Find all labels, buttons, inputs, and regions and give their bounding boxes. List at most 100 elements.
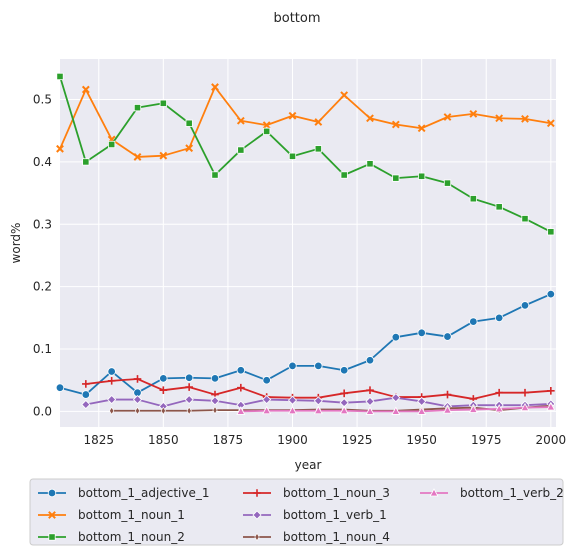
data-point [56, 72, 64, 81]
data-point [365, 396, 375, 406]
data-point [262, 394, 272, 405]
data-point [186, 406, 192, 415]
data-point [132, 394, 143, 405]
data-point [469, 195, 477, 203]
legend-frame [29, 478, 564, 546]
data-point [109, 406, 115, 415]
series-layer [55, 72, 556, 415]
data-point [55, 383, 65, 392]
data-point [211, 83, 219, 91]
data-point [392, 174, 400, 182]
series-bottom_1_adjective_1 [55, 289, 556, 399]
data-point [417, 406, 427, 415]
data-point [81, 399, 91, 410]
data-point [521, 114, 529, 123]
data-point [288, 111, 297, 120]
x-tick-label: 1925 [342, 433, 373, 447]
legend-label: bottom_1_noun_4 [283, 530, 390, 544]
data-point [443, 332, 452, 341]
y-tick-label: 0.1 [33, 342, 52, 356]
data-point [287, 395, 298, 405]
legend-label: bottom_1_noun_1 [78, 508, 185, 522]
legend-marker [429, 488, 439, 497]
y-tick-label: 0.5 [33, 93, 52, 107]
data-point [107, 394, 117, 405]
series-line [59, 293, 552, 396]
data-point [236, 406, 246, 415]
legend-marker [48, 511, 56, 519]
data-point [210, 396, 220, 406]
legend-label: bottom_1_verb_2 [460, 486, 564, 500]
data-point [418, 172, 426, 180]
data-point [495, 203, 503, 211]
data-point [211, 171, 219, 179]
data-point [314, 118, 323, 126]
data-point [546, 119, 555, 128]
data-point [210, 374, 220, 383]
x-tick-label: 1875 [213, 433, 244, 447]
data-point [263, 127, 271, 135]
legend-item: bottom_1_noun_4 [243, 530, 390, 544]
data-point [417, 124, 426, 133]
series-line [111, 404, 551, 412]
data-point [314, 145, 322, 153]
data-point [236, 116, 245, 125]
data-point [521, 388, 529, 397]
data-point [133, 104, 142, 112]
x-ticks: 1825 1850 1875 1900 1925 1950 1975 2000 [83, 433, 566, 447]
data-point [547, 387, 555, 395]
legend-item: bottom_1_adjective_1 [38, 486, 209, 500]
data-point [468, 404, 478, 413]
data-point [365, 406, 375, 415]
data-point [340, 91, 349, 100]
series-bottom_1_noun_2 [56, 72, 555, 236]
data-point [81, 85, 90, 94]
data-point [546, 402, 556, 411]
data-point [262, 376, 271, 385]
legend-item: bottom_1_noun_2 [38, 530, 185, 544]
x-tick-label: 1900 [277, 433, 308, 447]
legend-marker [47, 488, 57, 498]
legend-marker [252, 510, 262, 520]
data-point [82, 380, 90, 388]
grid [60, 59, 556, 427]
legend: bottom_1_adjective_1bottom_1_noun_1botto… [29, 478, 564, 546]
data-point [262, 405, 272, 415]
data-point [469, 109, 478, 118]
plot-area [60, 59, 556, 427]
y-tick-label: 0.4 [33, 155, 52, 169]
data-point [133, 375, 142, 383]
data-point [159, 386, 168, 394]
data-point [391, 120, 400, 129]
legend-item: bottom_1_noun_3 [243, 486, 390, 500]
data-point [159, 374, 168, 383]
data-point [391, 393, 401, 403]
data-point [520, 402, 530, 412]
data-point [236, 366, 246, 375]
data-point [340, 171, 348, 179]
series-line [59, 86, 551, 158]
data-point [546, 289, 556, 299]
x-tick-label: 1850 [148, 433, 179, 447]
legend-label: bottom_1_adjective_1 [78, 486, 209, 500]
data-point [391, 332, 401, 342]
data-point [288, 152, 297, 160]
x-tick-label: 1950 [406, 433, 437, 447]
legend-marker [254, 532, 260, 542]
data-point [134, 406, 141, 415]
data-point [313, 405, 323, 415]
y-tick-label: 0.3 [33, 217, 52, 231]
data-point [185, 119, 193, 127]
data-point [314, 361, 323, 371]
data-point [288, 361, 297, 371]
legend-item: bottom_1_noun_1 [38, 508, 185, 522]
data-point [391, 406, 401, 415]
legend-label: bottom_1_noun_3 [283, 486, 390, 500]
chart-title: bottom [273, 11, 320, 26]
data-point [184, 394, 194, 405]
series-line [59, 76, 552, 233]
data-point [185, 144, 194, 153]
data-point [443, 390, 452, 399]
data-point [340, 389, 348, 398]
